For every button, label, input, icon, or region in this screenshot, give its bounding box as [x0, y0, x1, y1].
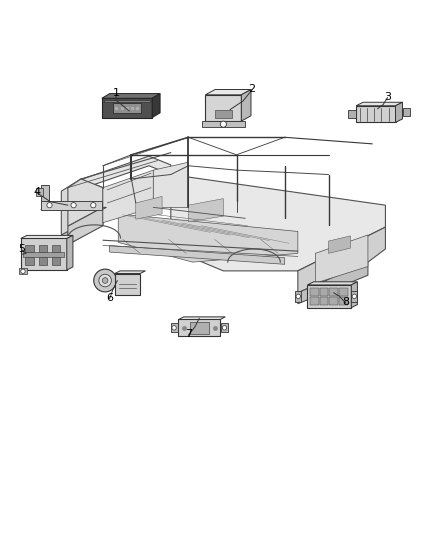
- Text: 1: 1: [113, 88, 120, 99]
- Polygon shape: [152, 94, 160, 118]
- Polygon shape: [103, 100, 150, 102]
- Polygon shape: [307, 285, 351, 308]
- Polygon shape: [68, 207, 103, 245]
- Circle shape: [91, 203, 96, 208]
- Polygon shape: [118, 214, 298, 262]
- Bar: [339, 288, 348, 296]
- Bar: [329, 288, 338, 296]
- Polygon shape: [221, 324, 228, 332]
- Polygon shape: [21, 238, 67, 270]
- Polygon shape: [36, 188, 43, 197]
- Bar: [52, 245, 60, 253]
- Polygon shape: [396, 102, 403, 123]
- Polygon shape: [170, 324, 178, 332]
- Polygon shape: [298, 262, 368, 304]
- Polygon shape: [102, 98, 152, 118]
- Polygon shape: [241, 90, 251, 121]
- Polygon shape: [298, 227, 385, 293]
- Circle shape: [94, 269, 117, 292]
- Polygon shape: [115, 273, 140, 295]
- Text: 2: 2: [248, 84, 255, 94]
- Polygon shape: [179, 319, 220, 336]
- Bar: [329, 297, 338, 305]
- Polygon shape: [67, 236, 73, 270]
- Polygon shape: [351, 291, 357, 302]
- Circle shape: [21, 269, 25, 273]
- Bar: [52, 257, 60, 265]
- Polygon shape: [115, 271, 145, 273]
- Polygon shape: [102, 94, 160, 98]
- Bar: [25, 245, 34, 253]
- Polygon shape: [295, 291, 301, 302]
- Bar: [25, 257, 34, 265]
- Polygon shape: [307, 282, 357, 285]
- Text: 6: 6: [106, 293, 113, 303]
- Bar: [319, 297, 328, 305]
- Bar: [39, 245, 47, 253]
- Polygon shape: [356, 102, 403, 106]
- Polygon shape: [356, 106, 396, 123]
- Polygon shape: [21, 236, 73, 238]
- Circle shape: [220, 121, 226, 127]
- Text: 4: 4: [34, 187, 41, 197]
- Polygon shape: [136, 197, 162, 219]
- Polygon shape: [24, 252, 64, 257]
- Polygon shape: [61, 179, 103, 245]
- Polygon shape: [188, 199, 223, 222]
- Polygon shape: [68, 179, 103, 226]
- Bar: [310, 288, 318, 296]
- Circle shape: [99, 274, 111, 287]
- Polygon shape: [103, 170, 153, 223]
- Polygon shape: [179, 317, 226, 319]
- Circle shape: [102, 278, 108, 284]
- Text: 3: 3: [384, 92, 391, 102]
- Polygon shape: [41, 207, 106, 209]
- Polygon shape: [348, 110, 356, 118]
- Text: 8: 8: [343, 297, 350, 308]
- Circle shape: [352, 294, 357, 298]
- Bar: [19, 268, 27, 274]
- Polygon shape: [61, 231, 68, 245]
- Polygon shape: [190, 322, 209, 334]
- Bar: [310, 297, 318, 305]
- Polygon shape: [68, 156, 171, 196]
- Bar: [319, 288, 328, 296]
- Polygon shape: [202, 121, 244, 127]
- Polygon shape: [113, 103, 141, 113]
- Polygon shape: [41, 185, 49, 201]
- Text: 7: 7: [185, 329, 192, 340]
- Circle shape: [172, 326, 176, 330]
- Polygon shape: [205, 95, 241, 121]
- Circle shape: [223, 326, 227, 330]
- Polygon shape: [315, 235, 368, 283]
- Polygon shape: [205, 90, 251, 95]
- Text: 5: 5: [18, 244, 25, 254]
- Polygon shape: [171, 174, 385, 271]
- Circle shape: [71, 203, 76, 208]
- Polygon shape: [153, 162, 188, 207]
- Polygon shape: [403, 108, 410, 117]
- Polygon shape: [328, 236, 350, 253]
- Polygon shape: [110, 246, 285, 264]
- Polygon shape: [41, 201, 102, 209]
- Polygon shape: [215, 110, 232, 118]
- Circle shape: [47, 203, 52, 208]
- Bar: [39, 257, 47, 265]
- Circle shape: [296, 294, 300, 298]
- Bar: [339, 297, 348, 305]
- Polygon shape: [351, 282, 357, 308]
